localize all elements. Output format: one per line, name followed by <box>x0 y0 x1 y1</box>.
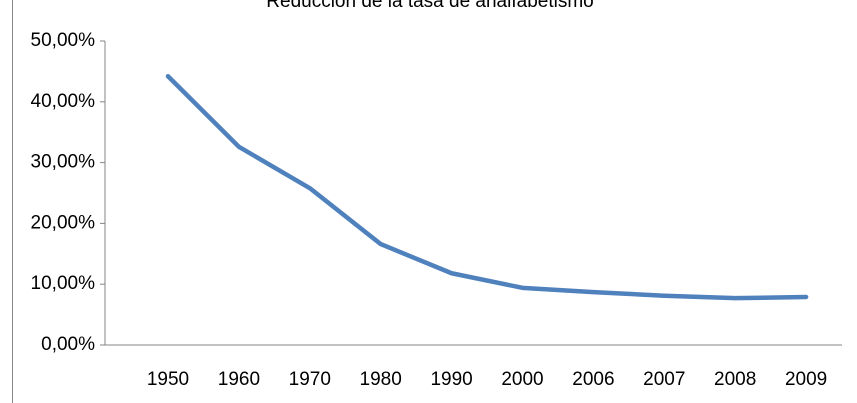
x-tick-label: 1950 <box>147 369 189 390</box>
x-tick-label: 2007 <box>643 369 685 390</box>
x-tick-label: 1960 <box>218 369 260 390</box>
x-tick-label: 1990 <box>430 369 472 390</box>
y-tick-label: 10,00% <box>31 273 96 294</box>
y-tick-label: 50,00% <box>31 30 96 51</box>
x-tick-label: 2006 <box>572 369 614 390</box>
x-tick-label: 1980 <box>360 369 402 390</box>
line-series <box>165 74 809 301</box>
x-tick-label: 1970 <box>289 369 331 390</box>
y-tick-label: 30,00% <box>31 152 96 173</box>
x-tick-label: 2009 <box>785 369 827 390</box>
y-tick-label: 40,00% <box>31 91 96 112</box>
y-tick-label: 0,00% <box>41 334 95 355</box>
chart-title: Reducción de la tasa de analfabetismo <box>266 0 593 12</box>
y-tick-label: 20,00% <box>31 212 96 233</box>
x-tick-label: 2008 <box>714 369 756 390</box>
x-tick-label: 2000 <box>501 369 543 390</box>
